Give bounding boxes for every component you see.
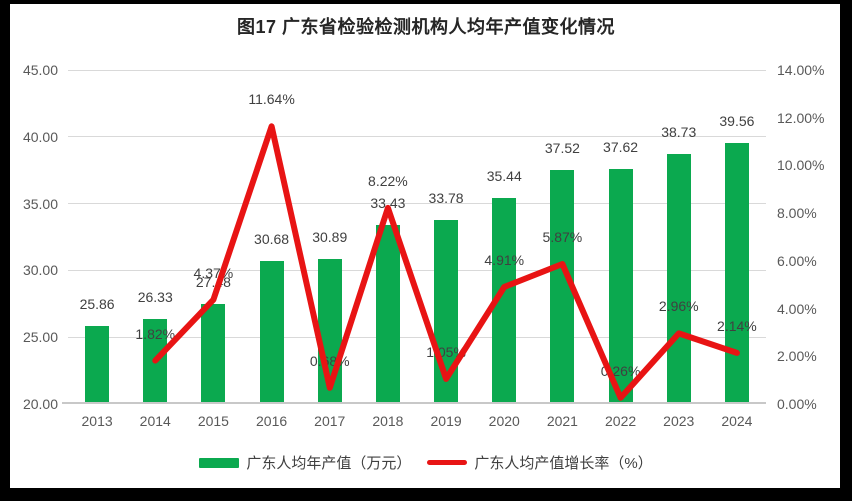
bar-label-2014: 26.33 — [137, 289, 173, 306]
y-right-tick-14.00%: 14.00% — [777, 62, 825, 78]
line-label-2018: 8.22% — [368, 172, 408, 189]
bar-label-2018: 33.43 — [370, 194, 406, 211]
bar-2022 — [608, 168, 633, 404]
bar-label-2017: 30.89 — [312, 228, 348, 245]
gridline-30.00 — [68, 269, 766, 271]
x-tick-2016: 2016 — [256, 413, 288, 429]
x-tick-2019: 2019 — [430, 413, 462, 429]
gridline-40.00 — [68, 136, 766, 138]
line-label-2024: 2.14% — [717, 317, 757, 334]
bar-2013 — [85, 325, 110, 404]
bar-label-2013: 25.86 — [79, 295, 115, 312]
line-label-2020: 4.91% — [484, 251, 525, 268]
y-left-tick-35.00: 35.00 — [22, 195, 58, 212]
bar-label-2019: 33.78 — [428, 189, 464, 206]
y-right-tick-12.00%: 12.00% — [777, 109, 825, 126]
bar-label-2016: 30.68 — [254, 231, 290, 248]
x-tick-2020: 2020 — [488, 413, 520, 429]
bar-2016 — [259, 261, 284, 404]
frame-bottom-border — [0, 488, 852, 501]
x-tick-2023: 2023 — [663, 413, 695, 429]
y-left-tick-45.00: 45.00 — [22, 62, 58, 78]
line-label-2021: 5.87% — [542, 228, 583, 245]
y-left-tick-30.00: 30.00 — [22, 262, 58, 279]
y-right-tick-4.00%: 4.00% — [777, 300, 817, 317]
legend: 广东人均年产值（万元） 广东人均产值增长率（%） — [0, 452, 852, 473]
gridline-35.00 — [68, 203, 766, 205]
bar-2024 — [724, 142, 749, 404]
line-label-2014: 1.82% — [135, 325, 176, 342]
line-label-2023: 2.96% — [658, 298, 699, 315]
frame-left-border — [0, 0, 10, 501]
x-tick-2014: 2014 — [139, 413, 171, 429]
x-tick-2017: 2017 — [314, 413, 346, 429]
x-axis-line — [62, 402, 766, 404]
y-right-tick-0.00%: 0.00% — [777, 396, 817, 412]
legend-bar-swatch-icon — [199, 457, 240, 468]
bar-2015 — [201, 304, 226, 404]
legend-line-label: 广东人均产值增长率（%） — [474, 455, 653, 472]
y-right-tick-2.00%: 2.00% — [777, 348, 817, 365]
bar-label-2022: 37.62 — [603, 138, 639, 155]
bar-label-2021: 37.52 — [544, 139, 580, 156]
bar-label-2024: 39.56 — [719, 112, 755, 129]
y-right-tick-10.00%: 10.00% — [777, 157, 825, 174]
y-right-tick-8.00%: 8.00% — [777, 205, 817, 222]
x-tick-2024: 2024 — [721, 413, 753, 429]
y-left-tick-25.00: 25.00 — [22, 329, 58, 346]
gridline-45.00 — [68, 69, 766, 71]
growth-rate-line-path — [152, 123, 740, 401]
x-tick-2021: 2021 — [546, 413, 578, 429]
bar-2018 — [375, 224, 400, 404]
x-tick-2018: 2018 — [372, 413, 404, 429]
frame-top-border — [0, 0, 852, 4]
x-tick-2013: 2013 — [81, 413, 113, 429]
line-label-2016: 11.64% — [248, 91, 295, 108]
plot-area: 25.86 26.33 27.48 30.68 30.89 33.43 33.78 35.44… — [62, 69, 766, 404]
growth-rate-line — [152, 123, 740, 401]
bar-label-2023: 38.73 — [661, 123, 697, 140]
bar-label-2020: 35.44 — [486, 167, 522, 184]
gridline-25.00 — [68, 336, 766, 338]
x-tick-2015: 2015 — [197, 413, 229, 429]
legend-line-swatch-icon — [427, 460, 468, 465]
legend-bar-label: 广东人均年产值（万元） — [246, 455, 412, 472]
frame-right-border — [840, 0, 852, 501]
y-right-tick-6.00%: 6.00% — [777, 252, 817, 269]
bar-2023 — [666, 153, 691, 404]
chart-title: 图17 广东省检验检测机构人均年产值变化情况 — [236, 17, 616, 37]
y-left-tick-20.00: 20.00 — [22, 396, 58, 412]
x-tick-2022: 2022 — [605, 413, 637, 429]
y-left-tick-40.00: 40.00 — [22, 128, 58, 145]
